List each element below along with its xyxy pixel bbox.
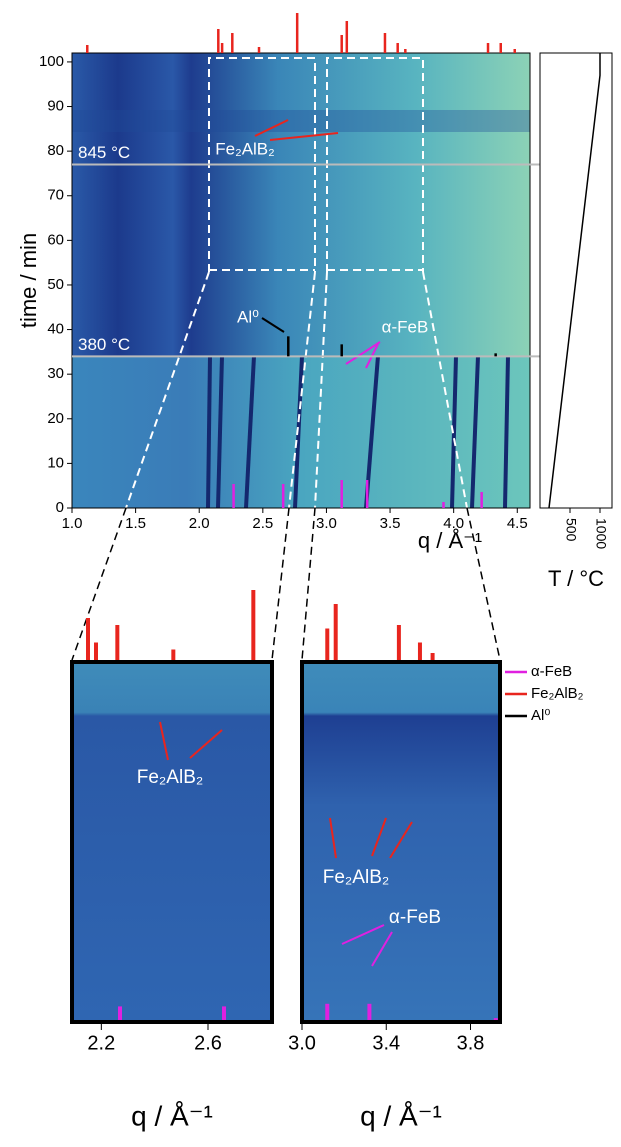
y-tick-label: 70 (47, 187, 64, 204)
x-tick-label: 3.4 (372, 1032, 400, 1054)
legend-label: α-FeB (531, 663, 572, 680)
plot-frame (70, 660, 274, 1024)
y-tick-label: 40 (47, 321, 64, 338)
x-axis-label: q / Å⁻¹ (360, 1100, 442, 1131)
x-tick-label: 2.5 (252, 515, 273, 532)
plot-frame (300, 660, 502, 1024)
x-axis-label: q / Å⁻¹ (131, 1100, 213, 1131)
y-tick-label: 60 (47, 231, 64, 248)
x-tick-label: 500 (563, 518, 579, 542)
annotation: α-FeB (382, 317, 429, 336)
x-tick-label: 3.0 (288, 1032, 316, 1054)
x-tick-label: 3.8 (457, 1032, 485, 1054)
legend-label: Al⁰ (531, 707, 550, 724)
x-tick-label: 4.5 (507, 515, 528, 532)
x-tick-label: 2.2 (87, 1032, 115, 1054)
plot-frame (71, 52, 531, 509)
x-tick-label: 1000 (593, 518, 609, 549)
temperature-label: 380 °C (78, 335, 130, 354)
zoom-heatmap (72, 662, 272, 1022)
y-tick-label: 10 (47, 454, 64, 471)
legend-label: Fe₂AlB₂ (531, 685, 584, 702)
y-tick-label: 50 (47, 276, 64, 293)
y-axis-label: time / min (16, 233, 41, 328)
zoom-heatmap (302, 662, 500, 1022)
zoom-connector (71, 507, 501, 661)
x-axis-label: q / Å⁻¹ (418, 528, 482, 553)
x-axis-label: T / °C (548, 566, 604, 591)
x-tick-label: 2.0 (189, 515, 210, 532)
x-tick-label: 3.0 (316, 515, 337, 532)
x-tick-label: 2.6 (194, 1032, 222, 1054)
x-tick-label: 1.5 (125, 515, 146, 532)
y-tick-label: 20 (47, 410, 64, 427)
y-tick-label: 100 (39, 53, 64, 70)
annotation: Fe₂AlB₂ (323, 867, 390, 888)
x-tick-label: 4.0 (443, 515, 464, 532)
annotation: α-FeB (389, 907, 441, 928)
y-tick-label: 30 (47, 365, 64, 382)
annotation: Fe₂AlB₂ (215, 139, 275, 158)
y-tick-label: 80 (47, 142, 64, 159)
temperature-profile (548, 53, 601, 509)
y-tick-label: 0 (56, 499, 64, 516)
temperature-label: 845 °C (78, 143, 130, 162)
heatmap-band (72, 110, 530, 132)
annotation: Al⁰ (237, 307, 259, 326)
annotation: Fe₂AlB₂ (137, 767, 204, 788)
x-tick-label: 3.5 (380, 515, 401, 532)
x-tick-label: 1.0 (62, 515, 83, 532)
y-tick-label: 90 (47, 97, 64, 114)
